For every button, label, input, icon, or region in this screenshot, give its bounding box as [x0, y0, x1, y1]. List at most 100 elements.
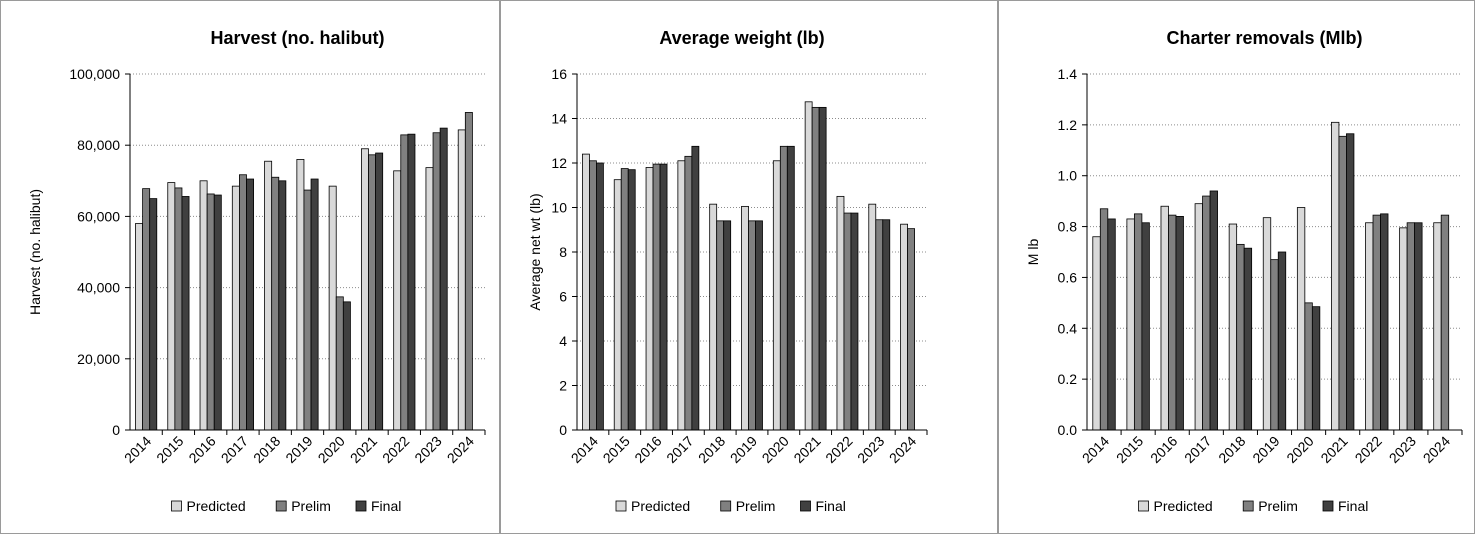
bar-final-2017 [246, 178, 255, 431]
bar-final-2015 [181, 196, 190, 431]
bar-predicted-2020 [772, 160, 781, 431]
bar-prelim-2024 [464, 112, 473, 431]
chart-title: Harvest (no. halibut) [210, 28, 384, 48]
bar-prelim-2022 [843, 212, 852, 431]
y-tick-label: 0.6 [1058, 269, 1078, 285]
bar-prelim-2022 [1372, 214, 1381, 431]
bar-predicted-2015 [613, 179, 622, 431]
bar-final-2014 [149, 198, 158, 431]
x-tick-label: 2021 [347, 433, 380, 466]
bar-predicted-2014 [135, 223, 143, 431]
bar-prelim-2024 [1440, 214, 1450, 431]
legend-swatch-final [355, 500, 367, 512]
x-tick-label: 2018 [1215, 433, 1248, 466]
bar-final-2016 [659, 163, 668, 431]
legend-swatch-prelim [720, 500, 732, 512]
bar-predicted-2014 [582, 153, 590, 431]
x-tick-label: 2014 [1079, 433, 1112, 466]
y-tick-label: 1.2 [1058, 117, 1078, 133]
bar-prelim-2024 [907, 228, 915, 431]
legend-label-final: Final [371, 498, 401, 514]
chart-title: Average weight (lb) [659, 28, 824, 48]
legend-swatch-predicted [171, 500, 182, 512]
bar-predicted-2021 [1331, 121, 1340, 431]
y-tick-label: 40,000 [77, 280, 120, 296]
bar-prelim-2014 [1099, 208, 1109, 431]
x-tick-label: 2024 [886, 433, 919, 466]
bar-predicted-2023 [1399, 227, 1408, 431]
legend-swatch-final [800, 500, 811, 512]
x-tick-label: 2020 [759, 433, 792, 466]
x-tick-label: 2022 [822, 433, 855, 466]
bar-prelim-2016 [206, 193, 215, 431]
x-tick-label: 2015 [153, 433, 186, 466]
bar-prelim-2015 [174, 187, 183, 431]
legend-label-prelim: Prelim [736, 498, 776, 514]
bar-final-2020 [342, 301, 351, 431]
bar-predicted-2014 [1092, 236, 1101, 431]
x-tick-label: 2020 [1283, 433, 1316, 466]
x-tick-label: 2023 [1386, 433, 1419, 466]
bar-final-2023 [882, 219, 891, 431]
y-tick-label: 8 [559, 244, 567, 260]
bar-prelim-2019 [1270, 259, 1279, 431]
bar-predicted-2015 [1126, 218, 1135, 431]
y-tick-label: 80,000 [77, 137, 120, 153]
bar-predicted-2024 [457, 129, 466, 431]
bar-final-2018 [278, 180, 287, 431]
bar-prelim-2014 [142, 188, 151, 431]
bar-prelim-2016 [652, 163, 661, 431]
bar-predicted-2018 [1228, 223, 1238, 431]
chart-panel-2: Average weight (lb) 0 2 4 6 8 10 12 14 16 Average … [500, 0, 998, 534]
bar-prelim-2021 [1338, 135, 1347, 431]
x-tick-label: 2019 [727, 433, 760, 466]
bar-final-2020 [786, 145, 795, 431]
chart-panel-3: Charter removals (Mlb) 0.0 0.2 0.4 0.6 0.8 1.0… [998, 0, 1475, 534]
bar-predicted-2022 [393, 170, 402, 431]
bar-final-2014 [596, 162, 604, 431]
bar-predicted-2022 [1365, 222, 1374, 431]
bar-final-2021 [818, 106, 827, 431]
bar-final-2017 [691, 145, 700, 431]
bar-prelim-2016 [1168, 214, 1177, 431]
x-tick-label: 2023 [854, 433, 887, 466]
x-tick-label: 2018 [695, 433, 728, 466]
bar-final-2023 [439, 127, 448, 431]
bar-prelim-2023 [432, 132, 441, 431]
bar-final-2022 [407, 133, 416, 431]
legend-swatch-predicted [615, 500, 627, 512]
x-tick-label: 2017 [1181, 433, 1214, 466]
legend-swatch-prelim [1242, 500, 1254, 512]
y-axis-label: Average net wt (lb) [527, 193, 543, 310]
bar-prelim-2017 [239, 174, 247, 431]
legend-label-prelim: Prelim [291, 498, 331, 514]
x-tick-label: 2022 [1352, 433, 1385, 466]
bar-final-2021 [375, 152, 384, 431]
x-tick-label: 2018 [250, 433, 283, 466]
x-tick-label: 2016 [185, 433, 218, 466]
x-tick-label: 2015 [600, 433, 633, 466]
bar-predicted-2019 [741, 205, 749, 431]
y-tick-label: 100,000 [69, 66, 120, 82]
y-tick-label: 10 [551, 200, 567, 216]
bar-prelim-2020 [335, 296, 344, 431]
bar-prelim-2018 [716, 220, 725, 431]
bar-prelim-2023 [1406, 222, 1416, 431]
bar-prelim-2018 [271, 176, 280, 431]
bar-final-2017 [1209, 190, 1218, 431]
y-tick-label: 60,000 [77, 208, 120, 224]
legend-label-prelim: Prelim [1258, 498, 1298, 514]
bar-predicted-2021 [804, 101, 813, 431]
chart-title: Charter removals (Mlb) [1166, 28, 1362, 48]
y-tick-label: 20,000 [77, 351, 120, 367]
bar-prelim-2019 [748, 220, 756, 431]
x-tick-label: 2015 [1113, 433, 1146, 466]
legend-label-predicted: Predicted [187, 498, 246, 514]
y-tick-label: 1.4 [1058, 66, 1078, 82]
legend-swatch-final [1322, 500, 1334, 512]
bar-final-2018 [1243, 247, 1253, 431]
bar-predicted-2022 [836, 195, 845, 431]
y-tick-label: 0.8 [1058, 219, 1078, 235]
bar-prelim-2020 [1304, 302, 1313, 431]
